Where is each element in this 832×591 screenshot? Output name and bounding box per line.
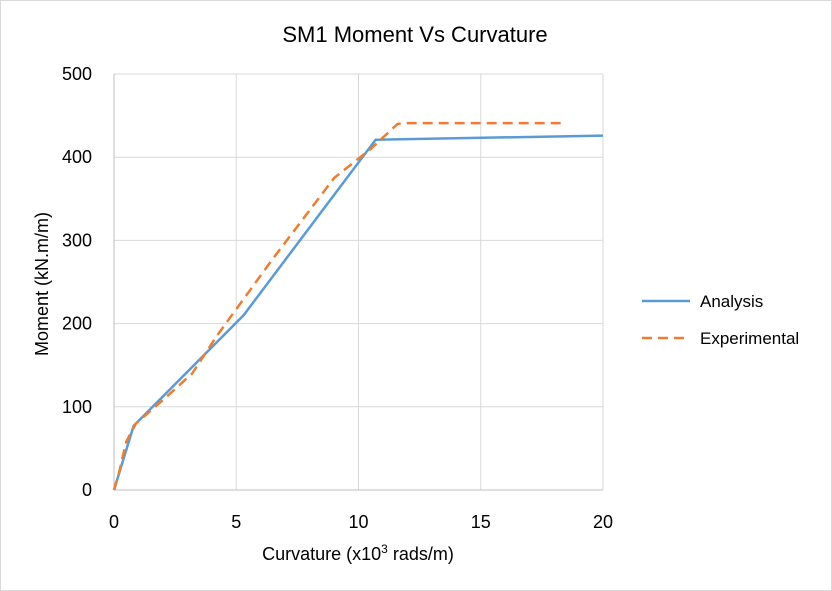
x-tick-label: 5 xyxy=(231,512,241,532)
series-layer xyxy=(112,121,604,491)
y-axis-label: Moment (kN.m/m) xyxy=(32,212,52,356)
y-tick-label: 0 xyxy=(82,480,92,500)
y-tick-label: 400 xyxy=(62,147,92,167)
x-tick-label: 0 xyxy=(109,512,119,532)
legend-label-analysis: Analysis xyxy=(700,292,763,311)
x-tick-label: 10 xyxy=(348,512,368,532)
legend: Analysis Experimental xyxy=(642,292,799,348)
y-tick-label: 300 xyxy=(62,230,92,250)
y-tick-label: 200 xyxy=(62,314,92,334)
x-axis-label: Curvature (x103 rads/m) xyxy=(262,542,454,564)
x-tick-label: 20 xyxy=(593,512,613,532)
y-tick-label: 100 xyxy=(62,397,92,417)
y-tick-label: 500 xyxy=(62,64,92,84)
axes xyxy=(113,74,603,491)
series-line-experimental xyxy=(112,121,567,491)
legend-label-experimental: Experimental xyxy=(700,329,799,348)
series-line-analysis xyxy=(112,134,604,491)
gridlines xyxy=(114,73,604,490)
chart-title: SM1 Moment Vs Curvature xyxy=(282,22,547,47)
x-tick-label: 15 xyxy=(471,512,491,532)
tick-labels: 0 100 200 300 400 500 0 5 10 15 20 xyxy=(62,64,613,532)
